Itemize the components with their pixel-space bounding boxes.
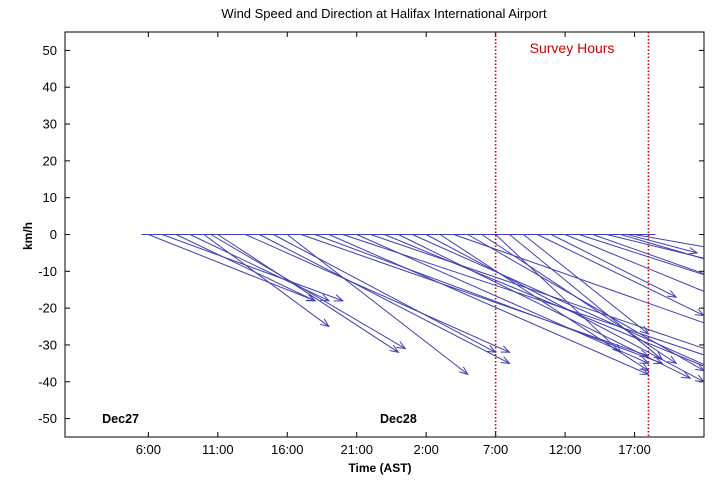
y-tick-label: -50 xyxy=(38,411,57,426)
y-tick-label: -10 xyxy=(38,264,57,279)
wind-vector xyxy=(634,234,704,248)
wind-vector xyxy=(203,234,330,328)
y-tick-label: 20 xyxy=(43,153,57,168)
wind-vector xyxy=(259,234,511,365)
wind-vectors xyxy=(141,234,704,383)
wind-vector xyxy=(523,234,650,335)
wind-vector xyxy=(550,234,678,298)
x-tick-label: 12:00 xyxy=(549,442,582,457)
wind-vector xyxy=(564,234,704,292)
wind-vector xyxy=(370,234,704,350)
wind-vector xyxy=(356,234,650,364)
wind-vector xyxy=(481,234,678,365)
date-label: Dec27 xyxy=(102,412,139,426)
y-tick-label: 30 xyxy=(43,117,57,132)
y-tick-label: 40 xyxy=(43,80,57,95)
x-tick-label: 17:00 xyxy=(618,442,651,457)
wind-vector xyxy=(384,234,704,367)
x-axis-label: Time (AST) xyxy=(348,461,411,475)
wind-vector xyxy=(273,234,497,353)
y-tick-label: -40 xyxy=(38,374,57,389)
y-tick-label: 50 xyxy=(43,43,57,58)
wind-vector xyxy=(148,234,317,302)
wind-vector xyxy=(210,234,407,350)
wind-vector xyxy=(189,234,331,302)
wind-vector xyxy=(286,234,469,376)
survey-hours-region xyxy=(494,32,650,437)
x-tick-label: 2:00 xyxy=(414,442,439,457)
wind-vector xyxy=(453,234,704,324)
wind-vector xyxy=(439,234,650,372)
y-axis-ticks: 50 40 30 20 10 0 -10 -20 -30 -40 -50 xyxy=(38,43,704,426)
x-tick-label: 16:00 xyxy=(271,442,304,457)
wind-vector xyxy=(620,234,704,260)
wind-vector xyxy=(314,234,664,365)
wind-vector xyxy=(592,234,704,275)
x-tick-label: 11:00 xyxy=(202,442,234,457)
date-label: Dec28 xyxy=(380,412,417,426)
y-tick-label: -20 xyxy=(38,301,57,316)
date-labels: Dec27 Dec28 xyxy=(102,412,417,426)
wind-vector xyxy=(495,234,622,354)
wind-vector xyxy=(217,234,400,354)
wind-vector xyxy=(412,234,704,366)
y-tick-label: 0 xyxy=(50,227,57,242)
wind-vector xyxy=(162,234,345,302)
chart-title: Wind Speed and Direction at Halifax Inte… xyxy=(221,6,547,21)
y-tick-label: -30 xyxy=(38,337,57,352)
wind-vector xyxy=(245,234,511,353)
x-tick-label: 6:00 xyxy=(136,442,161,457)
wind-vector xyxy=(300,234,650,357)
y-tick-label: 10 xyxy=(43,190,57,205)
wind-vector xyxy=(425,234,704,383)
survey-hours-label: Survey Hours xyxy=(530,40,615,56)
x-tick-label: 21:00 xyxy=(340,442,373,457)
wind-vector xyxy=(467,234,704,372)
y-axis-label: km/h xyxy=(21,222,35,250)
x-tick-label: 7:00 xyxy=(483,442,508,457)
wind-vector xyxy=(578,234,704,276)
wind-vector xyxy=(537,234,704,317)
wind-vector xyxy=(175,234,317,302)
wind-vector xyxy=(509,234,664,361)
x-axis-ticks: 6:00 11:00 16:00 21:00 2:00 7:00 12:00 17:00 xyxy=(136,32,651,457)
wind-vector xyxy=(398,234,692,379)
wind-vector xyxy=(627,234,699,255)
